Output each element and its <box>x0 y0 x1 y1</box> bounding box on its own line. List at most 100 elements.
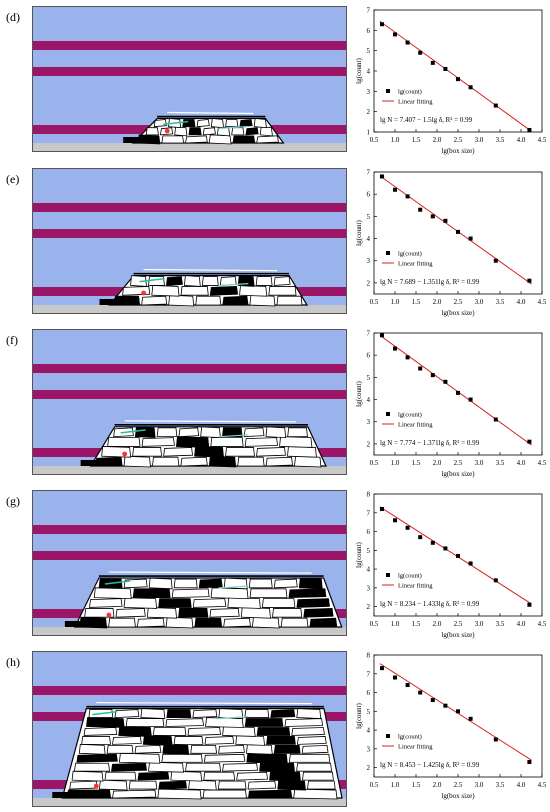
fit-equation: lg N = 8.234 − 1.433lg δ, R² = 0.99 <box>380 600 480 608</box>
rock-block <box>141 437 175 447</box>
rock-block <box>108 617 136 628</box>
fit-equation: lg N = 7.407 − 1.5lg δ, R² = 0.99 <box>380 116 473 124</box>
rock-block <box>296 598 330 608</box>
stress-mark <box>106 612 112 618</box>
simulation-panel-e <box>32 168 347 314</box>
data-point <box>405 194 410 199</box>
rock-block <box>136 617 165 628</box>
bed-separation-line <box>124 420 296 423</box>
data-point <box>456 553 460 558</box>
rock-block <box>293 788 338 800</box>
fit-line <box>379 334 532 446</box>
coal-floor <box>33 798 346 806</box>
y-tick-label: 3 <box>367 418 371 426</box>
rock-block <box>132 447 163 457</box>
rock-block <box>107 437 141 447</box>
x-axis-label: lg(box size) <box>441 792 475 800</box>
y-tick-label: 4 <box>367 235 371 243</box>
data-point <box>379 333 384 338</box>
caved-zone <box>52 702 343 800</box>
rock-block <box>180 456 208 467</box>
fractal-plot-d: 0.5 1.0 1.5 2.0 2.5 3.0 3.5 4.0 4.5 1 2 3 4 5 6 7 lg(box… <box>355 7 547 156</box>
x-tick-label: 1.5 <box>412 298 421 306</box>
rock-block <box>140 708 166 720</box>
rock-block <box>287 427 308 438</box>
legend-entry: lg(count) <box>398 573 422 580</box>
fracture-mark <box>139 277 165 283</box>
rock-block <box>222 762 259 772</box>
rock-block <box>247 789 293 799</box>
rock-block <box>158 598 192 608</box>
rock-block <box>237 275 255 287</box>
data-point <box>527 439 532 444</box>
rock-block <box>217 780 247 790</box>
rock-block <box>192 709 218 719</box>
data-point <box>393 675 397 680</box>
rock-block <box>204 736 235 745</box>
rock-block <box>115 608 146 618</box>
y-tick-label: 6 <box>367 528 371 536</box>
rock-block <box>243 427 265 438</box>
rock-block <box>175 436 210 448</box>
rock-block <box>227 597 261 609</box>
simulation-drawing-d <box>33 41 346 151</box>
rock-block <box>79 616 108 629</box>
rock-block <box>225 119 239 128</box>
rock-block <box>174 126 188 137</box>
rock-block <box>268 286 297 296</box>
x-tick-label: 1.0 <box>391 620 400 628</box>
rock-block <box>302 771 334 781</box>
rock-block <box>99 299 116 305</box>
data-point <box>393 346 397 351</box>
data-point <box>527 759 532 764</box>
rock-block <box>261 598 296 608</box>
rock-block <box>296 708 322 720</box>
rock-block <box>148 761 184 773</box>
x-tick-label: 2.0 <box>433 459 442 467</box>
rock-block <box>114 295 141 306</box>
data-point <box>393 187 397 192</box>
y-tick-label: 8 <box>367 491 371 499</box>
rock-block <box>256 727 291 736</box>
rock-block <box>123 455 151 468</box>
legend-entry: Linear fitting <box>398 99 433 106</box>
rock-block <box>185 135 208 144</box>
rock-block <box>86 717 125 728</box>
y-tick-label: 3 <box>367 257 371 265</box>
data-point <box>430 698 435 703</box>
data-point <box>379 507 384 512</box>
fracture-mark <box>218 283 249 287</box>
rock-block <box>210 118 225 129</box>
data-point <box>456 229 460 234</box>
rock-block <box>166 709 192 718</box>
panel-label-h: (h) <box>6 655 20 669</box>
x-tick-label: 1.0 <box>391 459 400 467</box>
legend-entry: Linear fitting <box>398 261 433 268</box>
x-tick-label: 3.5 <box>496 298 505 306</box>
key-stratum-band <box>33 525 346 534</box>
rock-block <box>266 736 296 745</box>
rock-block <box>165 718 205 727</box>
data-point <box>493 578 498 583</box>
y-tick-label: 4 <box>367 727 371 735</box>
rock-block <box>245 743 273 755</box>
fracture-mark <box>218 125 249 130</box>
y-tick-label: 7 <box>367 7 371 15</box>
data-point <box>430 373 435 378</box>
rock-block <box>265 426 287 439</box>
rock-block <box>118 726 152 737</box>
coal-floor <box>33 466 346 474</box>
rock-block <box>208 134 232 145</box>
y-axis-label: lg(count) <box>355 542 363 568</box>
fractal-plot-g: 0.5 1.0 1.5 2.0 2.5 3.0 3.5 4.0 4.5 2 3 4 5 6 7 8 lg(box… <box>355 491 547 640</box>
data-point <box>493 737 498 742</box>
x-tick-label: 0.5 <box>370 298 379 306</box>
rock-block <box>270 709 296 719</box>
rock-block <box>134 426 156 439</box>
x-tick-label: 1.0 <box>391 298 400 306</box>
rock-block <box>279 436 313 448</box>
y-tick-label: 5 <box>367 213 371 221</box>
y-axis-label: lg(count) <box>355 220 363 246</box>
data-point <box>527 278 532 283</box>
